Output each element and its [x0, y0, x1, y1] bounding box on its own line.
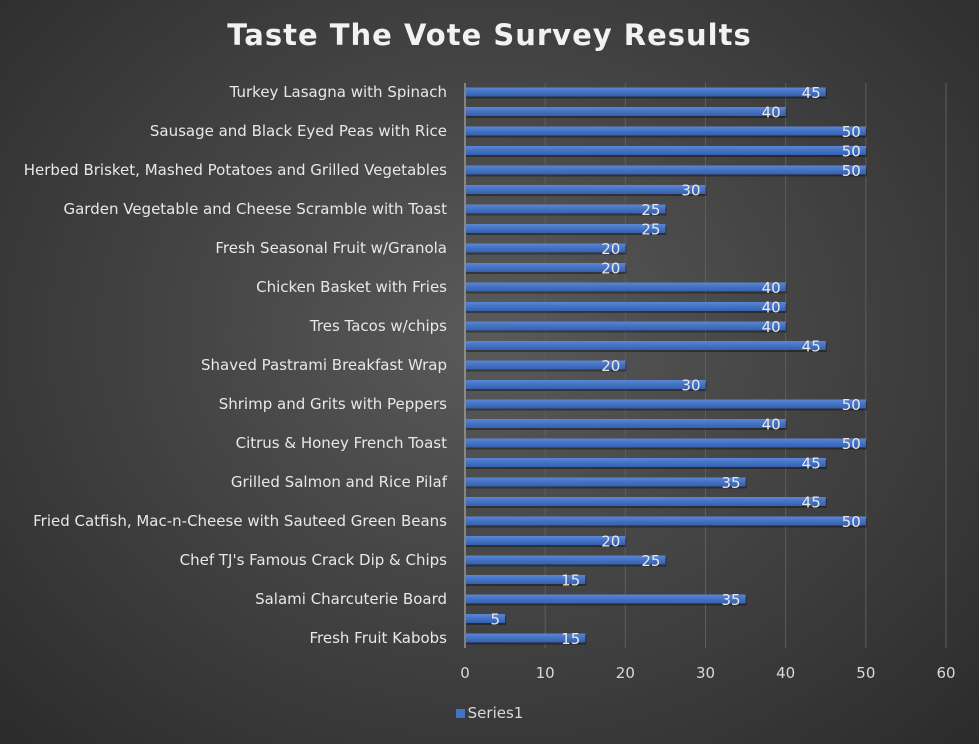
category-label: Chef TJ's Famous Crack Dip & Chips: [180, 551, 448, 569]
data-label: 40: [762, 104, 781, 122]
category-label: Sausage and Black Eyed Peas with Rice: [150, 122, 447, 140]
x-tick-label: 10: [536, 664, 555, 682]
data-label: 45: [802, 494, 821, 512]
bar: [466, 614, 506, 623]
data-label: 25: [641, 201, 660, 219]
category-label: Salami Charcuterie Board: [255, 590, 447, 608]
bar: [466, 146, 866, 155]
data-label: 50: [842, 435, 861, 453]
chart-title: Taste The Vote Survey Results: [227, 18, 752, 52]
bar: [466, 516, 866, 526]
data-label: 20: [601, 357, 620, 375]
category-label: Citrus & Honey French Toast: [236, 434, 448, 452]
bar: [466, 594, 746, 604]
bar: [466, 165, 866, 175]
bar: [466, 458, 826, 467]
data-label: 20: [601, 240, 620, 258]
category-label: Fried Catfish, Mac-n-Cheese with Sauteed…: [33, 512, 447, 530]
data-label: 45: [802, 455, 821, 473]
bar: [466, 263, 626, 272]
data-label: 50: [842, 123, 861, 141]
category-label: Herbed Brisket, Mashed Potatoes and Gril…: [24, 161, 447, 179]
category-label: Turkey Lasagna with Spinach: [229, 83, 447, 101]
data-label: 45: [802, 338, 821, 356]
bar: [466, 380, 706, 389]
bar: [466, 224, 666, 233]
data-label: 40: [762, 299, 781, 317]
bar: [466, 438, 866, 448]
data-label: 20: [601, 260, 620, 278]
data-label: 50: [842, 396, 861, 414]
bar: [466, 126, 866, 136]
data-label: 25: [641, 552, 660, 570]
bar: [466, 302, 786, 311]
data-label: 45: [802, 84, 821, 102]
category-label: Garden Vegetable and Cheese Scramble wit…: [63, 200, 447, 218]
data-label: 25: [641, 221, 660, 239]
data-label: 40: [762, 279, 781, 297]
category-label: Tres Tacos w/chips: [309, 317, 447, 335]
legend: Series1: [0, 704, 979, 722]
data-label: 5: [491, 611, 501, 629]
bar: [466, 107, 786, 116]
legend-swatch: [455, 709, 465, 718]
data-label: 40: [762, 318, 781, 336]
bar: [466, 575, 586, 584]
data-label: 30: [681, 377, 700, 395]
x-tick-label: 30: [696, 664, 715, 682]
bar: [466, 536, 626, 545]
bar: [466, 555, 666, 565]
bar: [466, 87, 826, 97]
bar: [466, 497, 826, 506]
category-label: Chicken Basket with Fries: [256, 278, 447, 296]
data-label: 50: [842, 513, 861, 531]
data-label: 15: [561, 630, 580, 648]
x-tick-label: 60: [936, 664, 955, 682]
x-tick-label: 50: [856, 664, 875, 682]
category-label: Shrimp and Grits with Peppers: [219, 395, 447, 413]
data-label: 40: [762, 416, 781, 434]
x-tick-label: 40: [776, 664, 795, 682]
bar: [466, 419, 786, 428]
bar: [466, 399, 866, 409]
bar: [466, 633, 586, 643]
category-label: Grilled Salmon and Rice Pilaf: [231, 473, 448, 491]
bar: [466, 477, 746, 487]
category-label: Fresh Fruit Kabobs: [309, 629, 447, 647]
bar: [466, 360, 626, 370]
bar: [466, 185, 706, 194]
data-label: 20: [601, 533, 620, 551]
bar: [466, 341, 826, 350]
data-label: 30: [681, 182, 700, 200]
x-tick-label: 0: [460, 664, 470, 682]
bar: [466, 321, 786, 331]
bar: [466, 204, 666, 214]
legend-label: Series1: [467, 704, 524, 722]
data-label: 50: [842, 143, 861, 161]
bar: [466, 243, 626, 253]
category-label: Shaved Pastrami Breakfast Wrap: [201, 356, 447, 374]
x-tick-label: 20: [616, 664, 635, 682]
data-label: 50: [842, 162, 861, 180]
bar: [466, 282, 786, 292]
category-label: Fresh Seasonal Fruit w/Granola: [215, 239, 447, 257]
data-label: 15: [561, 572, 580, 590]
data-label: 35: [721, 591, 740, 609]
data-label: 35: [721, 474, 740, 492]
